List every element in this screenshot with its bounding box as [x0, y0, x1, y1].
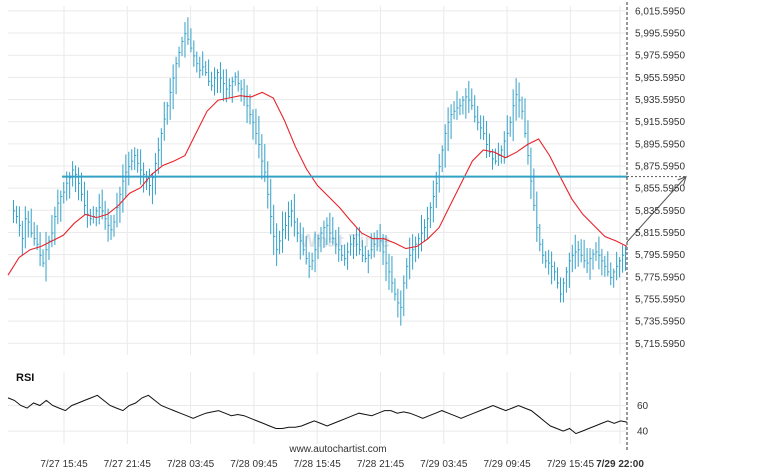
projection-arrow-line [626, 176, 687, 243]
time-tick-label: 7/29 03:45 [420, 459, 468, 470]
price-tick-label: 5,935.5950 [635, 95, 685, 106]
price-tick-label: 5,955.5950 [635, 73, 685, 84]
price-tick-label: 5,895.5950 [635, 139, 685, 150]
time-tick-label: 7/28 09:45 [230, 459, 278, 470]
time-tick-label: 7/28 21:45 [357, 459, 405, 470]
price-tick-label: 5,835.5950 [635, 206, 685, 217]
price-tick-label: 5,815.5950 [635, 228, 685, 239]
price-tick-label: 5,855.5950 [635, 184, 685, 195]
time-tick-label: 7/29 09:45 [483, 459, 531, 470]
price-tick-label: 5,995.5950 [635, 29, 685, 40]
price-tick-label: 5,795.5950 [635, 250, 685, 261]
time-tick-label: 7/28 15:45 [294, 459, 342, 470]
time-tick-label: 7/27 21:45 [104, 459, 152, 470]
time-tick-label: 7/28 03:45 [167, 459, 215, 470]
rsi-line [7, 394, 628, 435]
price-tick-label: 6,015.5950 [635, 6, 685, 17]
rsi-tick-label: 60 [637, 401, 649, 412]
price-tick-label: 5,915.5950 [635, 117, 685, 128]
price-tick-label: 5,755.5950 [635, 294, 685, 305]
price-tick-label: 5,735.5950 [635, 317, 685, 328]
projection-arrow-head [677, 175, 687, 186]
watermark-credit: www.autochartist.com [288, 444, 386, 455]
price-grid [8, 6, 627, 355]
rsi-axis-labels: 60 40 [637, 401, 649, 438]
price-tick-label: 5,875.5950 [635, 161, 685, 172]
rsi-tick-label: 40 [637, 427, 649, 438]
time-tick-label: 7/27 15:45 [40, 459, 88, 470]
price-tick-label: 5,975.5950 [635, 51, 685, 62]
time-axis-labels: 7/27 15:45 7/27 21:45 7/28 03:45 7/28 09:45… [40, 459, 644, 470]
time-tick-label: 7/29 15:45 [547, 459, 595, 470]
rsi-label: RSI [16, 372, 34, 384]
price-tick-label: 5,775.5950 [635, 272, 685, 283]
moving-average-line [7, 91, 628, 276]
time-tick-label: 7/29 22:00 [596, 459, 644, 470]
price-tick-label: 5,715.5950 [635, 339, 685, 350]
price-axis-labels: 6,015.5950 5,995.5950 5,975.5950 5,955.5950… [635, 6, 685, 349]
